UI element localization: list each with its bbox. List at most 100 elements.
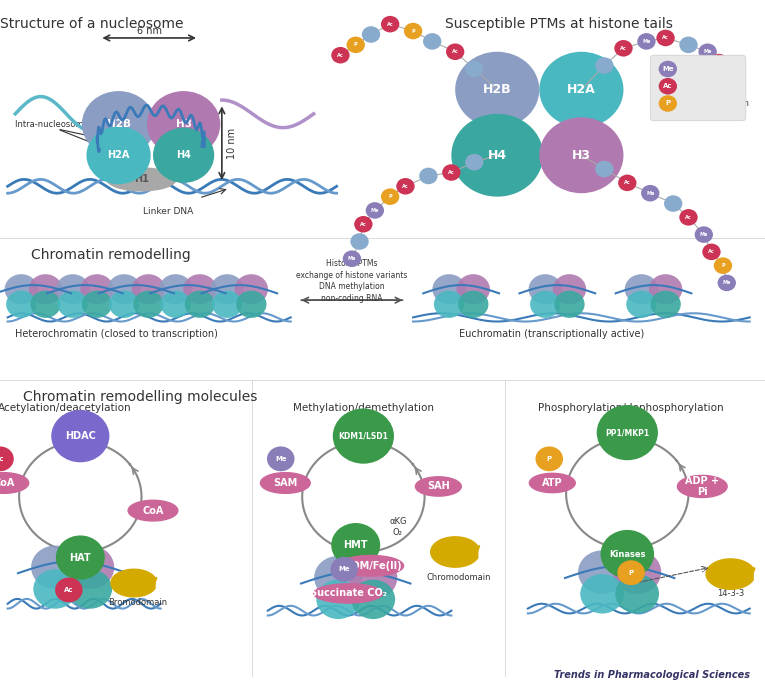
Circle shape xyxy=(108,274,141,304)
Text: H3: H3 xyxy=(572,149,591,161)
Circle shape xyxy=(86,126,151,184)
Text: Phosphorylation/dephosphorylation: Phosphorylation/dephosphorylation xyxy=(539,402,724,413)
Circle shape xyxy=(649,274,682,304)
Circle shape xyxy=(404,23,422,39)
Circle shape xyxy=(625,274,658,304)
Text: CoA: CoA xyxy=(142,506,164,515)
Text: H1: H1 xyxy=(134,175,149,184)
Circle shape xyxy=(539,117,623,193)
Circle shape xyxy=(457,274,490,304)
Text: Euchromatin (transcriptionally active): Euchromatin (transcriptionally active) xyxy=(459,328,644,339)
Ellipse shape xyxy=(128,500,177,521)
Text: H2A: H2A xyxy=(567,83,596,96)
Circle shape xyxy=(314,556,363,600)
Text: 6 nm: 6 nm xyxy=(137,26,161,36)
Text: Acetylation/deacetylation: Acetylation/deacetylation xyxy=(0,402,132,413)
Polygon shape xyxy=(134,578,157,589)
Circle shape xyxy=(614,40,633,57)
Polygon shape xyxy=(111,569,155,597)
Circle shape xyxy=(721,81,740,98)
Circle shape xyxy=(381,188,399,205)
Text: JHDM/Fe(II): JHDM/Fe(II) xyxy=(340,561,402,571)
Text: 10 nm: 10 nm xyxy=(227,128,237,159)
Text: H3: H3 xyxy=(176,119,191,129)
Circle shape xyxy=(718,68,736,84)
Circle shape xyxy=(235,274,268,304)
Text: KDM1/LSD1: KDM1/LSD1 xyxy=(338,431,389,441)
Ellipse shape xyxy=(260,473,311,493)
Circle shape xyxy=(31,546,80,589)
Text: Ac: Ac xyxy=(620,46,627,51)
Text: Chromatin remodelling: Chromatin remodelling xyxy=(31,248,190,262)
Circle shape xyxy=(362,26,380,43)
Text: Methylation: Methylation xyxy=(681,64,731,74)
Text: Me: Me xyxy=(371,208,379,213)
Text: Heterochromatin (closed to transcription): Heterochromatin (closed to transcription… xyxy=(15,328,218,339)
Text: H2A: H2A xyxy=(107,150,130,160)
Circle shape xyxy=(56,535,105,580)
Circle shape xyxy=(212,290,243,318)
Text: Ac: Ac xyxy=(387,21,393,27)
Circle shape xyxy=(331,523,380,567)
Text: Histone PTMs
exchange of histone variants
DNA methylation
non-coding RNA: Histone PTMs exchange of histone variant… xyxy=(296,259,408,303)
Circle shape xyxy=(627,290,656,318)
Text: Ac: Ac xyxy=(663,83,672,89)
Text: HDAC: HDAC xyxy=(65,431,96,441)
Circle shape xyxy=(34,569,77,609)
Circle shape xyxy=(349,556,397,600)
Circle shape xyxy=(56,274,90,304)
Text: Ac: Ac xyxy=(452,49,458,55)
Circle shape xyxy=(442,164,461,181)
Circle shape xyxy=(153,128,214,183)
Circle shape xyxy=(210,274,244,304)
Circle shape xyxy=(618,175,636,191)
Text: Ac: Ac xyxy=(360,221,366,227)
Circle shape xyxy=(80,274,114,304)
Text: Ac: Ac xyxy=(685,215,692,220)
Text: ATP: ATP xyxy=(542,478,562,488)
Circle shape xyxy=(539,52,623,128)
Text: SAM: SAM xyxy=(273,478,298,488)
Circle shape xyxy=(637,33,656,50)
Text: Chromodomain: Chromodomain xyxy=(427,573,491,582)
Circle shape xyxy=(714,257,732,274)
Text: Me: Me xyxy=(275,456,287,462)
Text: Me: Me xyxy=(646,190,654,196)
Text: Linker DNA: Linker DNA xyxy=(143,207,194,216)
Circle shape xyxy=(330,557,358,582)
Circle shape xyxy=(184,290,215,318)
Text: Me: Me xyxy=(348,256,356,262)
Polygon shape xyxy=(431,537,477,567)
Text: Me: Me xyxy=(338,566,350,572)
Circle shape xyxy=(553,274,586,304)
Circle shape xyxy=(381,16,399,32)
Circle shape xyxy=(659,78,677,95)
Circle shape xyxy=(529,274,562,304)
Text: P: P xyxy=(721,263,724,268)
Text: Ac: Ac xyxy=(662,35,669,41)
Text: Ac: Ac xyxy=(402,184,409,189)
Text: Me: Me xyxy=(643,39,650,44)
Circle shape xyxy=(184,274,216,304)
Text: Ac: Ac xyxy=(716,59,722,65)
Text: Ac: Ac xyxy=(0,456,5,462)
Ellipse shape xyxy=(415,477,461,496)
Circle shape xyxy=(82,290,112,318)
Text: Kinases: Kinases xyxy=(609,549,646,559)
Text: Me: Me xyxy=(723,280,731,286)
Circle shape xyxy=(555,290,584,318)
Circle shape xyxy=(419,168,438,184)
Text: P: P xyxy=(354,42,357,48)
Text: P: P xyxy=(389,194,392,199)
Circle shape xyxy=(718,275,736,291)
Circle shape xyxy=(530,290,561,318)
Circle shape xyxy=(29,274,62,304)
Circle shape xyxy=(317,580,360,619)
Circle shape xyxy=(351,580,395,619)
Circle shape xyxy=(159,274,192,304)
Text: PP1/MKP1: PP1/MKP1 xyxy=(605,428,649,437)
Text: Phosphorylation: Phosphorylation xyxy=(681,99,749,108)
Circle shape xyxy=(0,446,14,471)
Circle shape xyxy=(656,30,675,46)
Text: ADP +
Pi: ADP + Pi xyxy=(685,475,719,497)
